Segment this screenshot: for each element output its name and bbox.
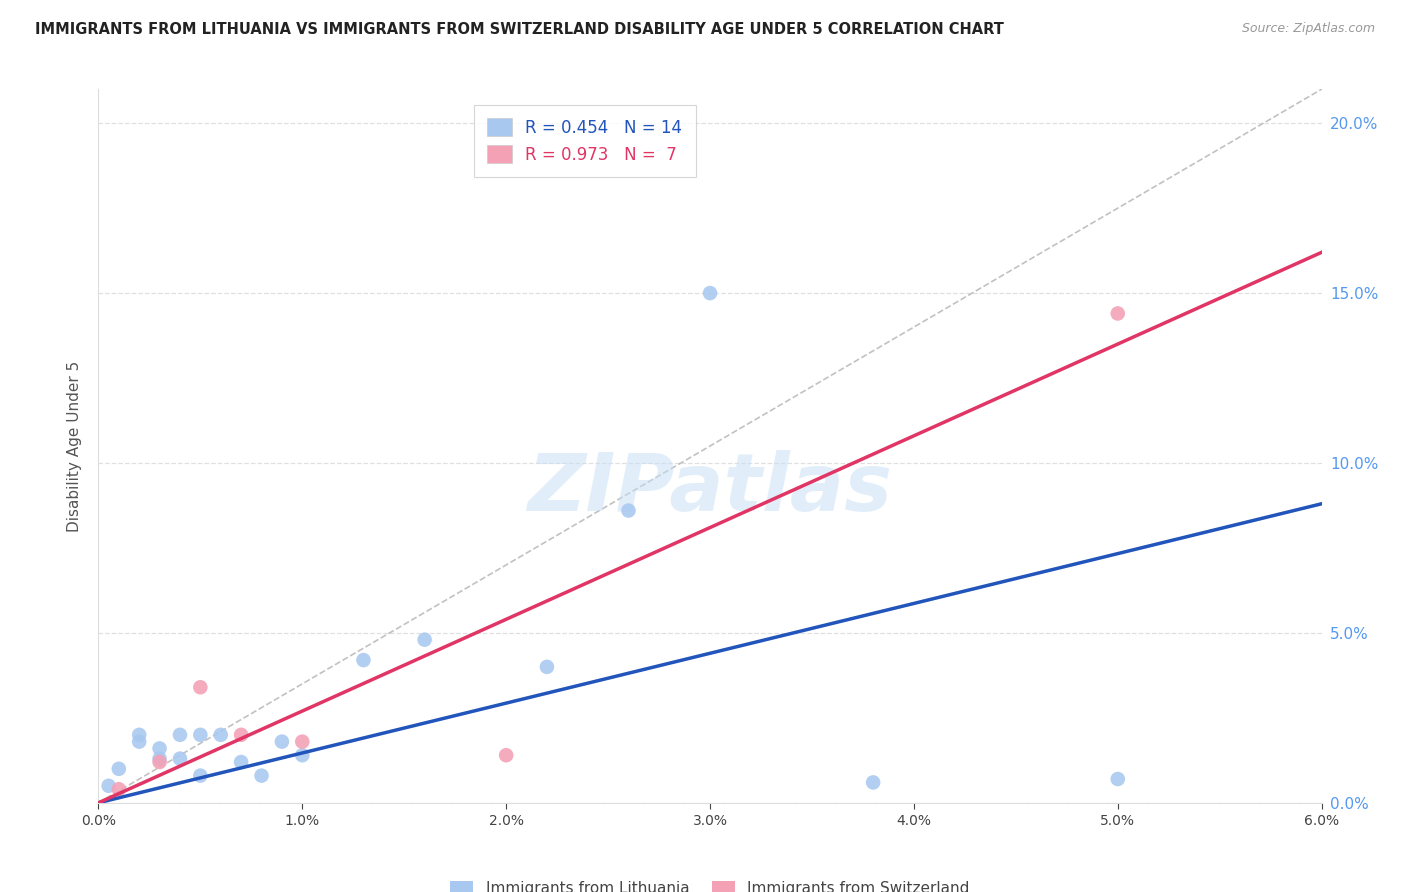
Point <box>149 741 172 756</box>
Point <box>617 503 640 517</box>
Point <box>188 769 212 783</box>
Point <box>108 782 131 797</box>
Point <box>413 632 436 647</box>
Point <box>1107 772 1129 786</box>
Point <box>149 755 172 769</box>
Point <box>128 728 150 742</box>
Point <box>291 748 314 763</box>
Legend: Immigrants from Lithuania, Immigrants from Switzerland: Immigrants from Lithuania, Immigrants fr… <box>444 875 976 892</box>
Text: IMMIGRANTS FROM LITHUANIA VS IMMIGRANTS FROM SWITZERLAND DISABILITY AGE UNDER 5 : IMMIGRANTS FROM LITHUANIA VS IMMIGRANTS … <box>35 22 1004 37</box>
Point <box>149 751 172 765</box>
Text: ZIPatlas: ZIPatlas <box>527 450 893 528</box>
Point <box>250 769 273 783</box>
Point <box>188 680 212 694</box>
Point <box>188 728 212 742</box>
Point <box>97 779 120 793</box>
Point <box>495 748 517 763</box>
Point <box>862 775 884 789</box>
Point <box>128 734 150 748</box>
Point <box>270 734 292 748</box>
Point <box>169 751 191 765</box>
Text: Source: ZipAtlas.com: Source: ZipAtlas.com <box>1241 22 1375 36</box>
Point <box>169 728 191 742</box>
Point <box>108 762 131 776</box>
Point <box>291 734 314 748</box>
Point <box>1107 306 1129 320</box>
Point <box>209 728 232 742</box>
Point <box>352 653 374 667</box>
Point <box>536 660 558 674</box>
Point <box>231 728 253 742</box>
Point <box>699 286 721 301</box>
Point <box>231 755 253 769</box>
Y-axis label: Disability Age Under 5: Disability Age Under 5 <box>66 360 82 532</box>
